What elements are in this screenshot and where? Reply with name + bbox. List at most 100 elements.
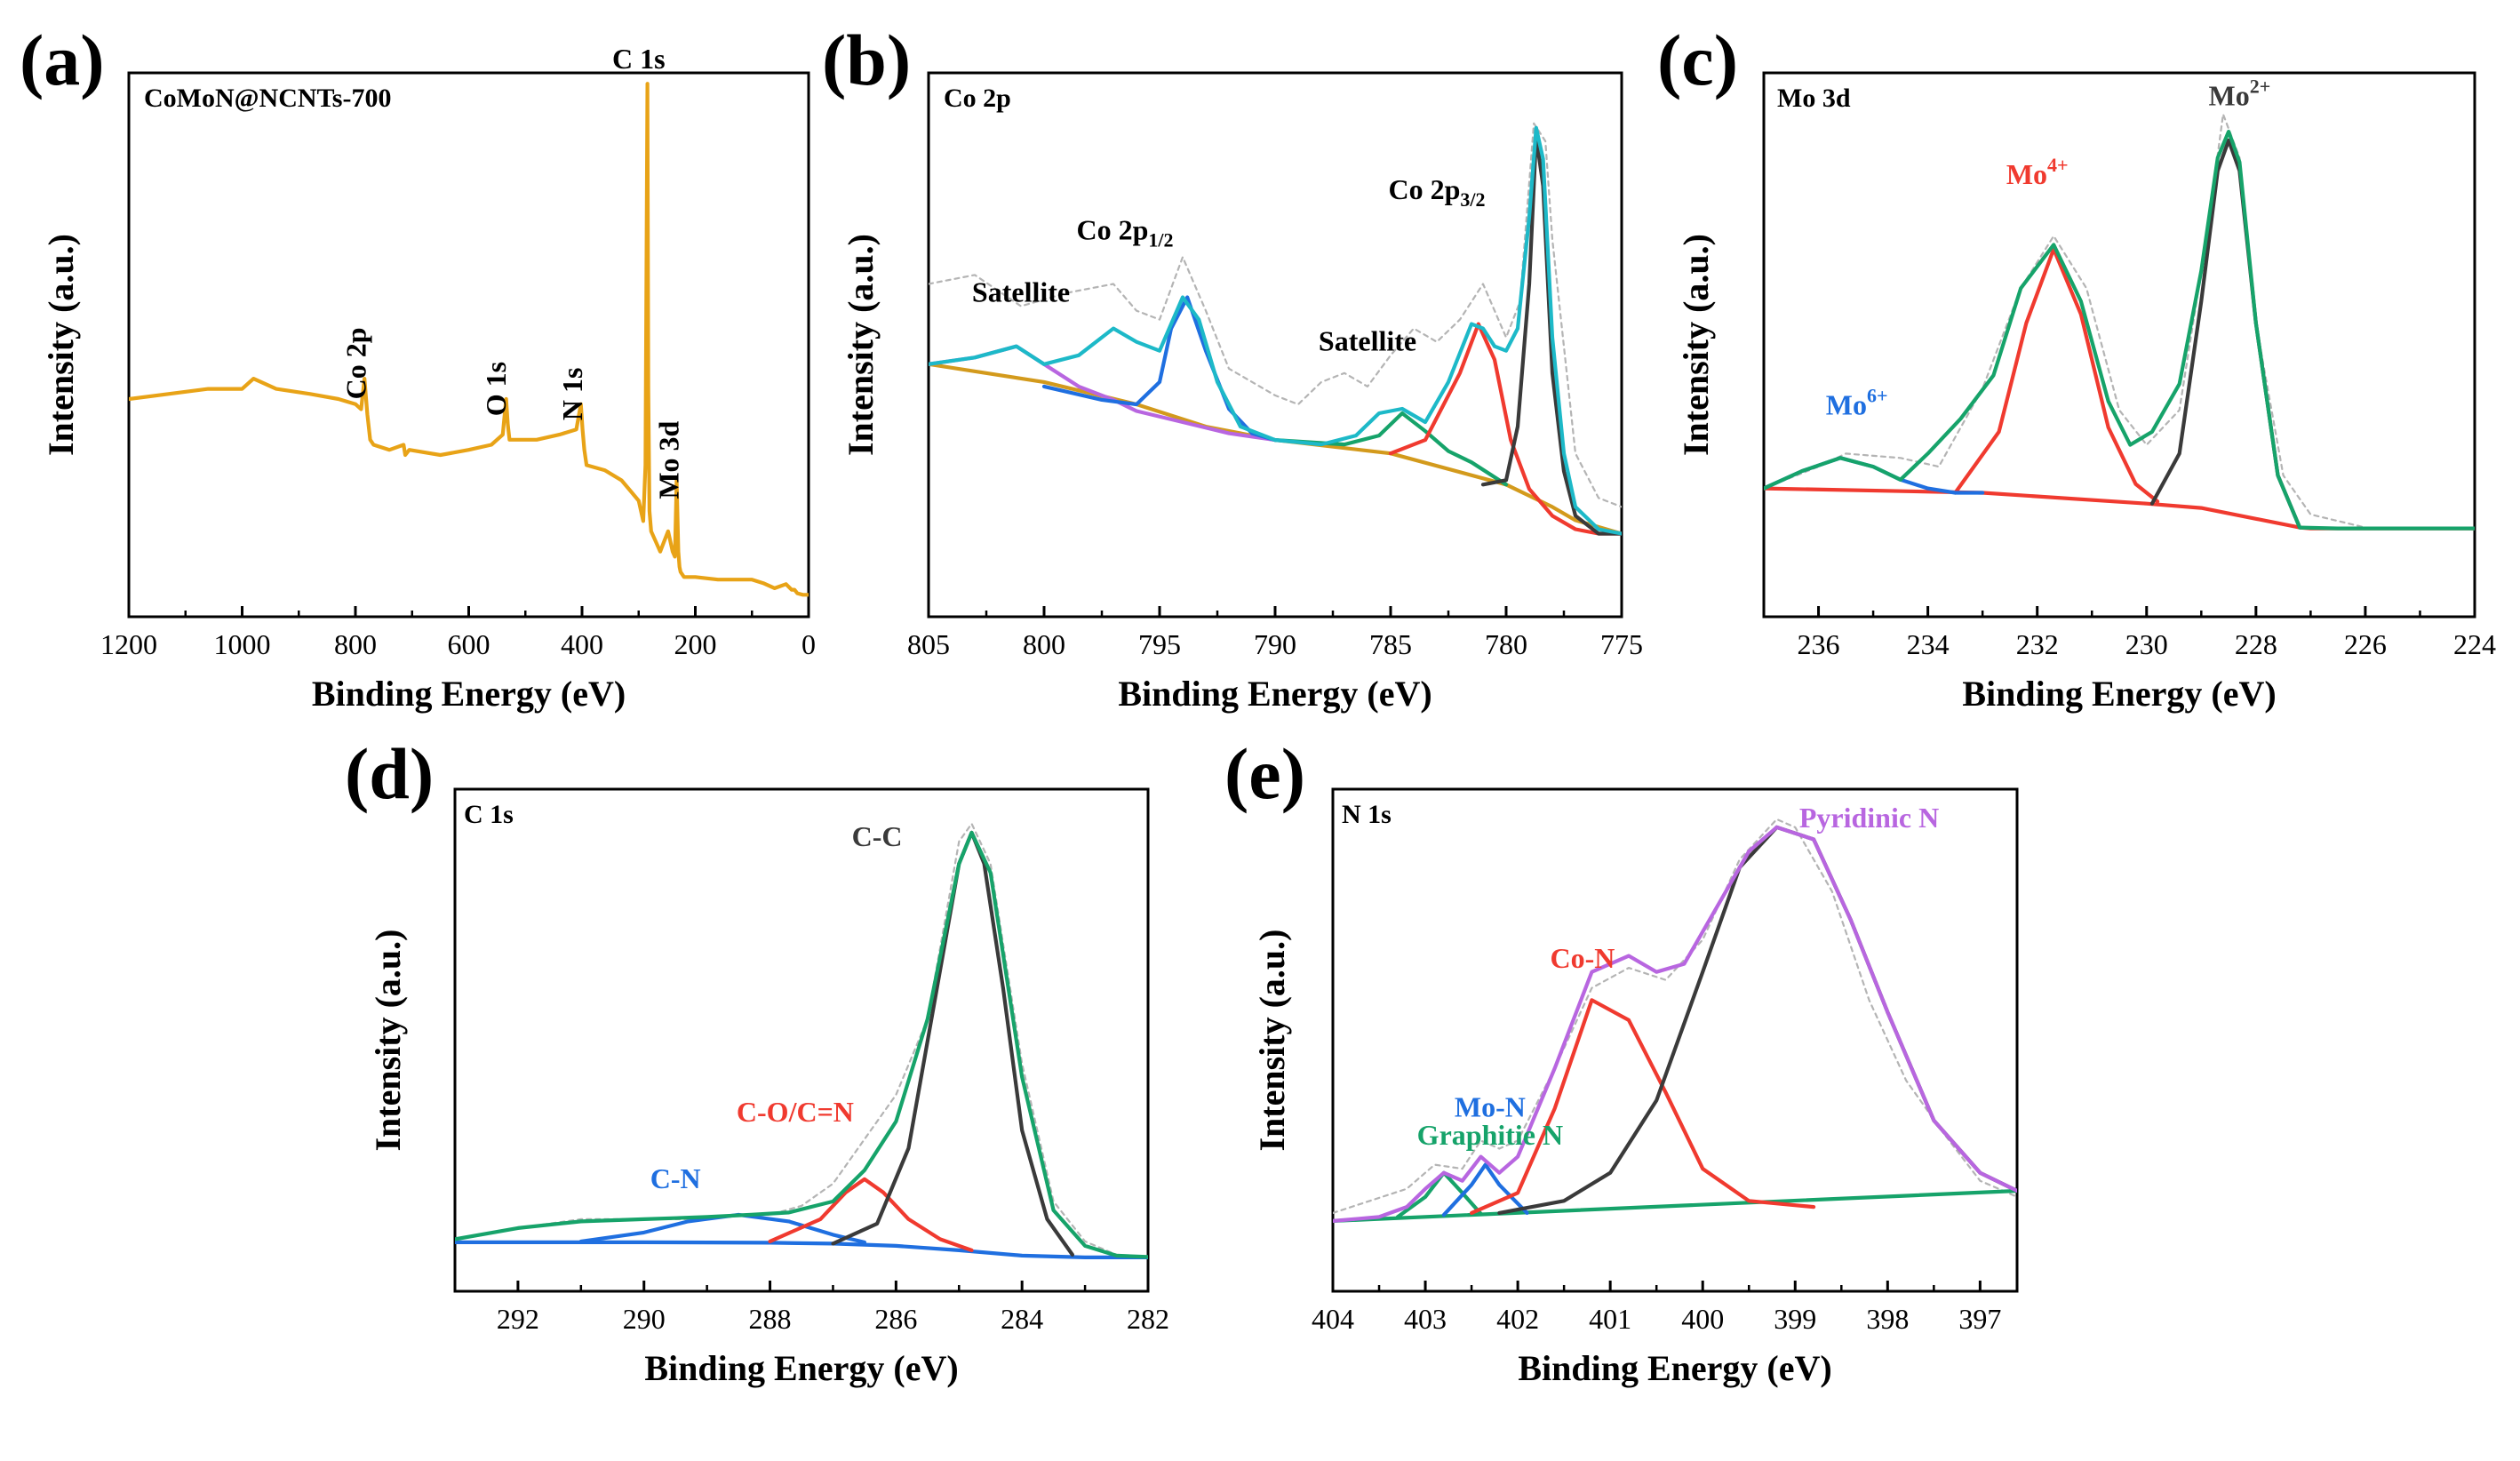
annotation: N 1s <box>556 368 588 421</box>
x-tick-label: 292 <box>497 1303 539 1335</box>
annotation: C-O/C=N <box>737 1096 854 1128</box>
x-tick-label: 228 <box>2235 628 2277 660</box>
series-mo-n <box>1441 1162 1529 1218</box>
x-axis-label: Binding Energy (eV) <box>1518 1348 1831 1388</box>
panel-1: 805 800 795 790 785 780 775 Binding Energy (eV)… <box>822 20 1643 714</box>
annotation: C 1s <box>612 43 666 75</box>
x-tick-label: 397 <box>1958 1303 2001 1335</box>
panel-letter: (b) <box>822 20 911 100</box>
x-tick-label: 290 <box>623 1303 666 1335</box>
panel-letter: (d) <box>345 733 434 814</box>
x-tick-label: 403 <box>1404 1303 1447 1335</box>
annotation: C-N <box>650 1162 701 1194</box>
x-tick-label: 404 <box>1312 1303 1354 1335</box>
plot-frame <box>1762 71 2476 619</box>
series-raw <box>929 122 1622 508</box>
series-n-env <box>1333 825 2017 1224</box>
x-tick-label: 236 <box>1798 628 1840 660</box>
x-tick-label: 805 <box>907 628 950 660</box>
x-tick-label: 398 <box>1866 1303 1909 1335</box>
panel-0: 1200 1000 800 600 400 200 0 Binding Energy (eV)… <box>20 20 816 714</box>
series-baseline <box>455 1240 1148 1260</box>
series-mo4- <box>1953 247 2160 504</box>
plot-frame <box>453 787 1150 1293</box>
y-axis-label: Intensity (a.u.) <box>1252 929 1292 1151</box>
panel-title: C 1s <box>464 800 514 829</box>
x-axis-label: Binding Energy (eV) <box>1962 674 2276 714</box>
x-tick-label: 282 <box>1127 1303 1169 1335</box>
x-tick-label: 790 <box>1254 628 1296 660</box>
x-tick-label: 400 <box>1681 1303 1724 1335</box>
x-tick-label: 284 <box>1001 1303 1043 1335</box>
panel-title: CoMoN@NCNTs-700 <box>144 84 391 113</box>
x-tick-label: 286 <box>874 1303 917 1335</box>
x-tick-label: 1200 <box>100 628 157 660</box>
x-tick-label: 288 <box>749 1303 792 1335</box>
panel-title: Mo 3d <box>1777 84 1851 113</box>
annotation: Mo-N <box>1455 1090 1526 1122</box>
x-tick-label: 780 <box>1485 628 1527 660</box>
series-sat2 <box>1272 411 1509 487</box>
panel-title: N 1s <box>1342 800 1392 829</box>
x-tick-label: 775 <box>1600 628 1643 660</box>
x-tick-label: 800 <box>334 628 377 660</box>
series-c-o-c-n <box>768 1177 974 1253</box>
panel-letter: (c) <box>1657 20 1738 100</box>
panel-letter: (e) <box>1224 733 1305 814</box>
series-survey <box>129 82 809 597</box>
x-tick-label: 226 <box>2344 628 2387 660</box>
panel-4: 404 403 402 401 400 399 398 397 Binding Energy (… <box>1224 733 2019 1388</box>
series-envelope <box>929 125 1622 536</box>
series-co-2p1-2 <box>1041 295 1278 443</box>
plot-frame <box>927 71 1623 619</box>
panel-title: Co 2p <box>944 84 1011 113</box>
panel-2: 236 234 232 230 228 226 224 Binding Energy (eV)… <box>1657 20 2496 714</box>
annotation: Mo6+ <box>1826 384 1888 420</box>
annotation: C-C <box>852 820 903 852</box>
panel-3: 292 290 288 286 284 282 Binding Energy (eV) Int… <box>345 733 1169 1388</box>
y-axis-label: Intensity (a.u.) <box>41 234 81 456</box>
x-tick-label: 224 <box>2453 628 2496 660</box>
series-baseline <box>1764 486 2475 531</box>
panel-letter: (a) <box>20 20 105 100</box>
series-raw <box>455 822 1148 1258</box>
x-tick-label: 795 <box>1138 628 1181 660</box>
series-c-env <box>455 830 1148 1259</box>
x-tick-label: 234 <box>1907 628 1950 660</box>
x-tick-label: 402 <box>1496 1303 1539 1335</box>
annotation: Satellite <box>1319 325 1416 357</box>
x-tick-label: 401 <box>1589 1303 1631 1335</box>
plot-frame <box>127 71 810 619</box>
x-tick-label: 230 <box>2125 628 2168 660</box>
x-tick-label: 200 <box>674 628 717 660</box>
annotation: Pyridinic N <box>1799 802 1939 834</box>
series-raw <box>1333 818 2017 1215</box>
series-baseline <box>1333 1188 2017 1224</box>
series-co-n <box>1469 998 1816 1216</box>
x-tick-label: 1000 <box>214 628 271 660</box>
y-axis-label: Intensity (a.u.) <box>1676 234 1716 456</box>
annotation: Graphitie N <box>1417 1119 1563 1151</box>
annotation: Mo2+ <box>2209 76 2271 112</box>
annotation: Co 2p1/2 <box>1076 213 1173 251</box>
y-axis-label: Intensity (a.u.) <box>841 234 881 456</box>
x-tick-label: 399 <box>1774 1303 1816 1335</box>
annotation: Co 2p <box>339 328 371 400</box>
x-axis-label: Binding Energy (eV) <box>312 674 626 714</box>
annotation: Co 2p3/2 <box>1388 173 1485 211</box>
series-baseline <box>929 362 1622 536</box>
y-axis-label: Intensity (a.u.) <box>368 929 408 1151</box>
series-2p3-2-sat <box>1388 322 1622 536</box>
x-tick-label: 600 <box>448 628 490 660</box>
x-axis-label: Binding Energy (eV) <box>644 1348 958 1388</box>
annotation: Mo4+ <box>2006 154 2069 190</box>
x-tick-label: 232 <box>2016 628 2059 660</box>
series-mo-env <box>1764 130 2475 531</box>
x-tick-label: 400 <box>561 628 603 660</box>
x-tick-label: 800 <box>1023 628 1065 660</box>
x-tick-label: 785 <box>1369 628 1412 660</box>
series-graphitie-n <box>1395 1170 1483 1219</box>
annotation: Co-N <box>1551 942 1615 974</box>
plot-frame <box>1331 787 2019 1293</box>
